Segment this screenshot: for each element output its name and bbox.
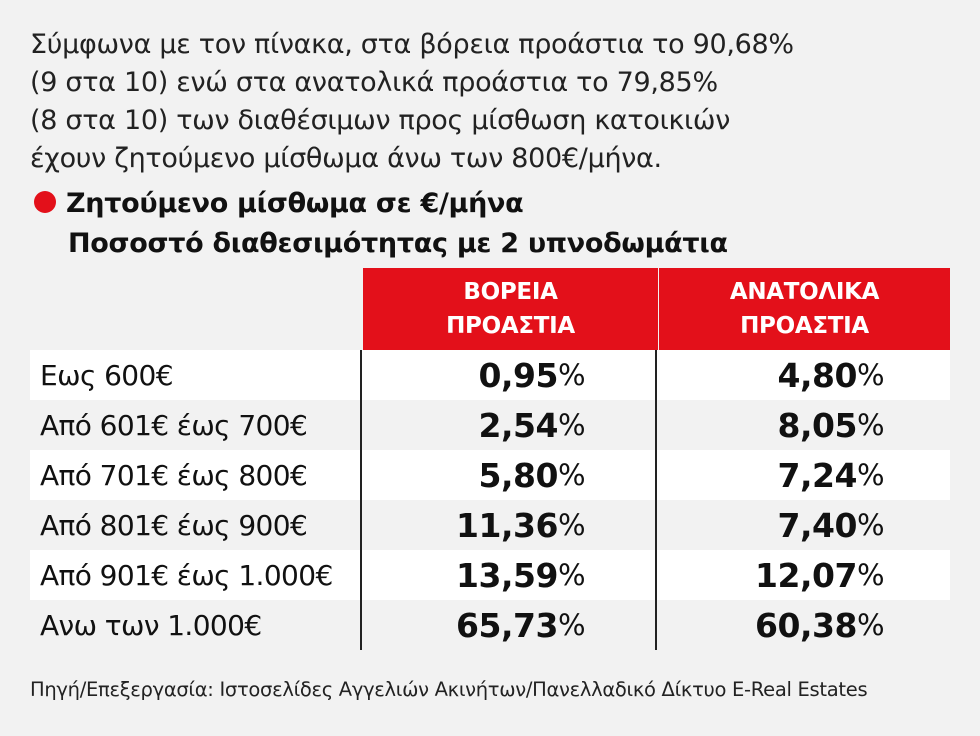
percent-sign: % xyxy=(557,408,586,442)
value-number: 7,40 xyxy=(777,505,858,545)
table-row: Εως 600€ 0,95% 4,80% xyxy=(30,350,950,400)
value-number: 4,80 xyxy=(777,355,858,395)
value-number: 65,73 xyxy=(456,605,558,645)
table-heading: Ζητούμενο μίσθωμα σε €/μήνα Ποσοστό διαθ… xyxy=(30,184,960,264)
value-number: 12,07 xyxy=(755,555,857,595)
value-cell-north: 13,59% xyxy=(360,550,655,600)
value-number: 13,59 xyxy=(456,555,558,595)
value-cell-north: 0,95% xyxy=(360,350,655,400)
row-label: Από 901€ έως 1.000€ xyxy=(40,558,333,592)
value-number: 11,36 xyxy=(456,505,558,545)
value-cell-east: 7,40% xyxy=(655,500,950,550)
header-spacer xyxy=(30,268,360,350)
percent-sign: % xyxy=(856,458,885,492)
column-header-east: ΑΝΑΤΟΛΙΚΑ ΠΡΟΑΣΤΙΑ xyxy=(659,268,950,350)
percent-sign: % xyxy=(557,358,586,392)
value-cell-north: 65,73% xyxy=(360,600,655,650)
heading-line-1: Ζητούμενο μίσθωμα σε €/μήνα xyxy=(66,188,524,219)
row-label: Από 801€ έως 900€ xyxy=(40,508,308,542)
table-row: Ανω των 1.000€ 65,73% 60,38% xyxy=(30,600,950,650)
percent-sign: % xyxy=(856,558,885,592)
percent-sign: % xyxy=(856,608,885,642)
value-number: 2,54 xyxy=(478,405,559,445)
value-number: 60,38 xyxy=(755,605,857,645)
percent-sign: % xyxy=(557,608,586,642)
value-cell-north: 2,54% xyxy=(360,400,655,450)
row-label: Εως 600€ xyxy=(40,358,174,392)
column-header-east-line2: ΠΡΟΑΣΤΙΑ xyxy=(740,313,869,339)
red-bullet-icon xyxy=(34,191,56,213)
value-cell-north: 5,80% xyxy=(360,450,655,500)
value-cell-east: 7,24% xyxy=(655,450,950,500)
value-cell-east: 4,80% xyxy=(655,350,950,400)
table-row: Από 601€ έως 700€ 2,54% 8,05% xyxy=(30,400,950,450)
value-number: 7,24 xyxy=(777,455,858,495)
row-label: Ανω των 1.000€ xyxy=(40,608,262,642)
source-note: Πηγή/Επεξεργασία: Ιστοσελίδες Αγγελιών Α… xyxy=(30,678,868,701)
intro-line: Σύμφωνα με τον πίνακα, στα βόρεια προάστ… xyxy=(30,29,794,60)
intro-line: (8 στα 10) των διαθέσιμων προς μίσθωση κ… xyxy=(30,105,730,136)
percent-sign: % xyxy=(557,458,586,492)
column-header-north-line2: ΠΡΟΑΣΤΙΑ xyxy=(446,313,575,339)
percent-sign: % xyxy=(557,558,586,592)
column-header-north-line1: ΒΟΡΕΙΑ xyxy=(463,279,558,305)
column-header-east-line1: ΑΝΑΤΟΛΙΚΑ xyxy=(729,279,880,305)
table-row: Από 901€ έως 1.000€ 13,59% 12,07% xyxy=(30,550,950,600)
table-row: Από 801€ έως 900€ 11,36% 7,40% xyxy=(30,500,950,550)
column-header-north: ΒΟΡΕΙΑ ΠΡΟΑΣΤΙΑ xyxy=(363,268,658,350)
percent-sign: % xyxy=(856,508,885,542)
value-cell-north: 11,36% xyxy=(360,500,655,550)
value-cell-east: 12,07% xyxy=(655,550,950,600)
intro-line: έχουν ζητούμενο μίσθωμα άνω των 800€/μήν… xyxy=(30,143,662,174)
table-row: Από 701€ έως 800€ 5,80% 7,24% xyxy=(30,450,950,500)
value-number: 0,95 xyxy=(478,355,559,395)
percent-sign: % xyxy=(557,508,586,542)
row-label: Από 701€ έως 800€ xyxy=(40,458,308,492)
intro-text: Σύμφωνα με τον πίνακα, στα βόρεια προάστ… xyxy=(30,26,960,178)
heading-line-2: Ποσοστό διαθεσιμότητας με 2 υπνοδωμάτια xyxy=(68,228,728,259)
value-number: 8,05 xyxy=(777,405,858,445)
percent-sign: % xyxy=(856,408,885,442)
table-header-row: ΒΟΡΕΙΑ ΠΡΟΑΣΤΙΑ ΑΝΑΤΟΛΙΚΑ ΠΡΟΑΣΤΙΑ xyxy=(30,268,950,350)
value-number: 5,80 xyxy=(478,455,559,495)
value-cell-east: 8,05% xyxy=(655,400,950,450)
intro-line: (9 στα 10) ενώ στα ανατολικά προάστια το… xyxy=(30,67,718,98)
percent-sign: % xyxy=(856,358,885,392)
data-table: ΒΟΡΕΙΑ ΠΡΟΑΣΤΙΑ ΑΝΑΤΟΛΙΚΑ ΠΡΟΑΣΤΙΑ Εως 6… xyxy=(30,268,950,650)
table-body: Εως 600€ 0,95% 4,80% Από 601€ έως 700€ 2,54%… xyxy=(30,350,950,650)
value-cell-east: 60,38% xyxy=(655,600,950,650)
row-label: Από 601€ έως 700€ xyxy=(40,408,308,442)
